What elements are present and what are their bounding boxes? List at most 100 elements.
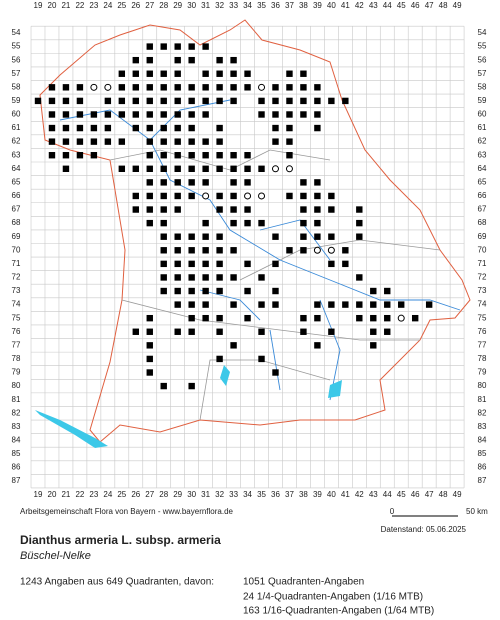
record-square <box>384 314 391 322</box>
record-square <box>230 247 237 254</box>
record-square <box>300 179 307 186</box>
row-label: 79 <box>478 368 487 377</box>
record-square <box>216 56 223 64</box>
record-square <box>146 56 153 64</box>
row-label: 73 <box>478 286 487 295</box>
record-square <box>132 56 139 64</box>
record-square <box>230 179 237 186</box>
record-square <box>230 219 237 227</box>
record-square <box>62 124 70 132</box>
column-label: 40 <box>327 490 336 499</box>
record-square <box>118 70 126 77</box>
record-square <box>300 192 307 200</box>
record-square <box>188 192 195 200</box>
column-label: 35 <box>257 490 266 499</box>
record-square <box>272 301 279 308</box>
record-square <box>384 301 391 308</box>
record-square <box>62 111 70 118</box>
record-square <box>188 301 195 308</box>
row-label: 59 <box>478 96 487 105</box>
record-square <box>174 70 181 77</box>
record-square <box>216 138 223 145</box>
column-label: 22 <box>75 490 84 499</box>
record-square <box>174 84 181 91</box>
column-label: 21 <box>61 490 70 499</box>
row-label: 76 <box>478 327 487 336</box>
record-square <box>62 97 70 105</box>
record-square <box>188 274 195 281</box>
record-circle <box>397 314 405 322</box>
record-square <box>76 138 84 145</box>
row-label: 62 <box>12 137 21 146</box>
row-label: 87 <box>12 476 21 485</box>
record-square <box>342 301 349 308</box>
record-square <box>370 301 377 308</box>
record-square <box>160 165 167 172</box>
record-square <box>202 43 209 50</box>
record-square <box>132 206 139 213</box>
record-square <box>342 260 349 268</box>
record-square <box>188 179 195 186</box>
row-label: 67 <box>478 205 487 214</box>
column-label: 49 <box>453 1 462 10</box>
column-label: 47 <box>425 490 434 499</box>
record-square <box>160 233 167 240</box>
row-label: 71 <box>12 259 21 268</box>
record-square <box>300 233 307 240</box>
record-square <box>328 328 335 335</box>
record-square <box>146 355 153 363</box>
record-square <box>216 328 223 335</box>
record-square <box>188 328 195 335</box>
record-square <box>160 192 167 200</box>
row-label: 71 <box>478 259 487 268</box>
record-square <box>356 233 363 240</box>
row-label: 61 <box>478 123 487 132</box>
record-square <box>132 97 139 105</box>
species-title: Dianthus armeria L. subsp. armeria <box>20 533 221 547</box>
record-square <box>146 179 153 186</box>
record-square <box>174 124 181 132</box>
column-label: 37 <box>285 490 294 499</box>
record-square <box>188 287 195 295</box>
record-square <box>244 260 251 268</box>
column-label: 25 <box>117 490 126 499</box>
record-square <box>314 206 321 213</box>
record-square <box>314 314 321 322</box>
record-square <box>174 111 181 118</box>
record-square <box>258 328 265 335</box>
record-square <box>146 192 153 200</box>
row-label: 63 <box>12 150 21 159</box>
column-label: 48 <box>439 490 448 499</box>
record-square <box>188 138 195 145</box>
column-label: 46 <box>411 1 420 10</box>
record-square <box>76 111 84 118</box>
record-square <box>174 233 181 240</box>
record-square <box>216 355 223 363</box>
record-square <box>328 192 335 200</box>
row-label: 65 <box>12 177 21 186</box>
row-label: 60 <box>478 110 487 119</box>
record-square <box>216 165 223 172</box>
column-label: 22 <box>75 1 84 10</box>
record-square <box>174 138 181 145</box>
summary: 1243 Angaben aus 649 Quadranten, davon: <box>20 577 214 588</box>
row-label: 83 <box>478 422 487 431</box>
record-square <box>370 328 377 335</box>
record-circle <box>90 83 98 91</box>
record-square <box>160 179 167 186</box>
row-label: 72 <box>12 273 21 282</box>
record-square <box>160 111 167 118</box>
row-label: 78 <box>12 354 21 363</box>
row-label: 87 <box>478 476 487 485</box>
scale-start: 0 <box>390 507 395 516</box>
record-square <box>76 124 84 132</box>
record-square <box>398 301 405 308</box>
breakdown: 163 1/16-Quadranten-Angaben (1/64 MTB) <box>243 606 434 617</box>
column-label: 26 <box>131 490 140 499</box>
record-square <box>146 84 153 91</box>
column-label: 33 <box>229 1 238 10</box>
row-label: 68 <box>12 218 21 227</box>
record-square <box>174 274 181 281</box>
record-square <box>160 287 167 295</box>
